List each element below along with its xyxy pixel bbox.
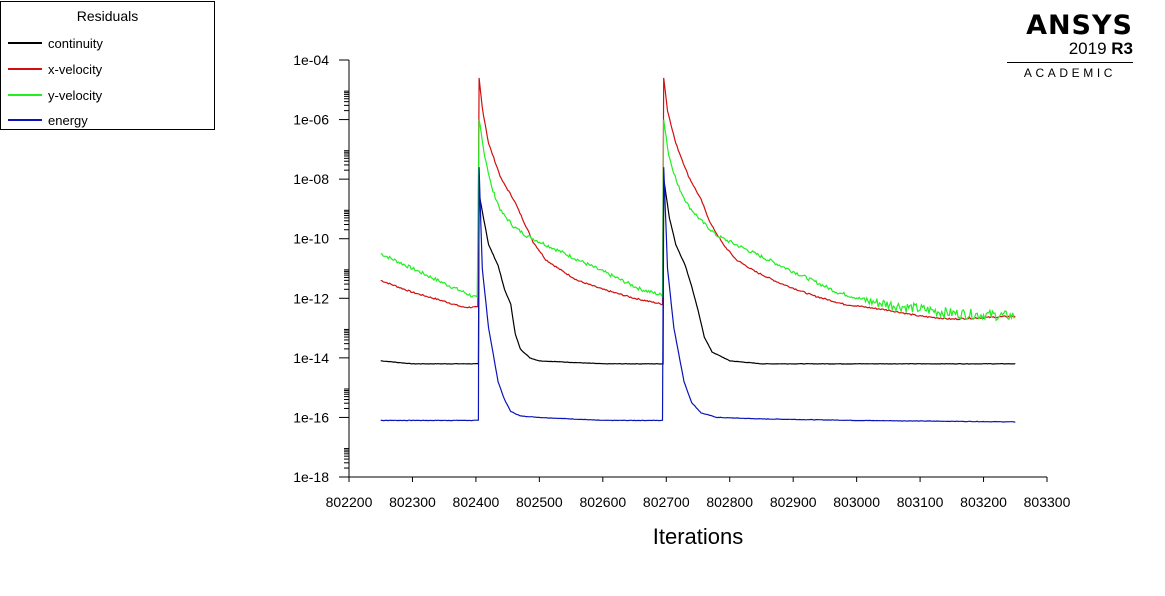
x-tick-label: 803200 [960,494,1007,510]
y-tick-label: 1e-12 [293,290,329,306]
logo-version-year: 2019 [1068,39,1107,58]
legend-label: y-velocity [48,87,103,103]
x-tick-label: 802800 [706,494,753,510]
x-tick-label: 803300 [1024,494,1071,510]
y-tick-label: 1e-04 [293,52,329,68]
ansys-logo: ANSYS 2019 R3 ACADEMIC [1007,12,1133,80]
x-axis-title: Iterations [653,524,744,549]
y-tick-label: 1e-06 [293,112,329,128]
legend-label: energy [48,112,88,128]
legend: Residuals continuity x-velocity y-veloci… [0,1,215,130]
x-tick-label: 802200 [326,494,373,510]
legend-swatch-continuity [8,42,42,44]
legend-item-energy: energy [8,112,88,128]
legend-item-continuity: continuity [8,35,103,51]
series-line-y-velocity [380,119,1016,322]
y-tick-label: 1e-14 [293,350,329,366]
axes: 802200 802300 802400 802500 802600 802700 8028… [293,52,1070,510]
logo-version: 2019 R3 [1007,40,1133,58]
x-tick-label: 802300 [389,494,436,510]
x-tick-label: 803100 [897,494,944,510]
legend-item-y-velocity: y-velocity [8,87,102,103]
y-tick-label: 1e-16 [293,409,329,425]
series-line-continuity [380,179,1016,365]
logo-version-release: R3 [1111,39,1133,58]
legend-label: continuity [48,35,103,51]
legend-item-x-velocity: x-velocity [8,61,102,77]
y-tick-label: 1e-18 [293,469,329,485]
legend-label: x-velocity [48,61,103,77]
series-line-x-velocity [380,77,1016,321]
series-group [380,77,1016,423]
logo-edition: ACADEMIC [1023,66,1117,80]
legend-title: Residuals [76,8,139,24]
x-tick-label: 802900 [770,494,817,510]
y-tick-label: 1e-08 [293,171,329,187]
x-tick-label: 802400 [453,494,500,510]
x-tick-label: 803000 [833,494,880,510]
legend-swatch-x-velocity [8,68,42,70]
series-line-energy [380,167,1016,423]
y-tick-label: 1e-10 [293,231,329,247]
x-tick-label: 802700 [643,494,690,510]
legend-swatch-y-velocity [8,94,42,96]
x-tick-label: 802600 [579,494,626,510]
x-tick-label: 802500 [516,494,563,510]
logo-brand: ANSYS [1026,10,1133,41]
logo-rule [1007,62,1133,63]
legend-swatch-energy [8,119,42,121]
